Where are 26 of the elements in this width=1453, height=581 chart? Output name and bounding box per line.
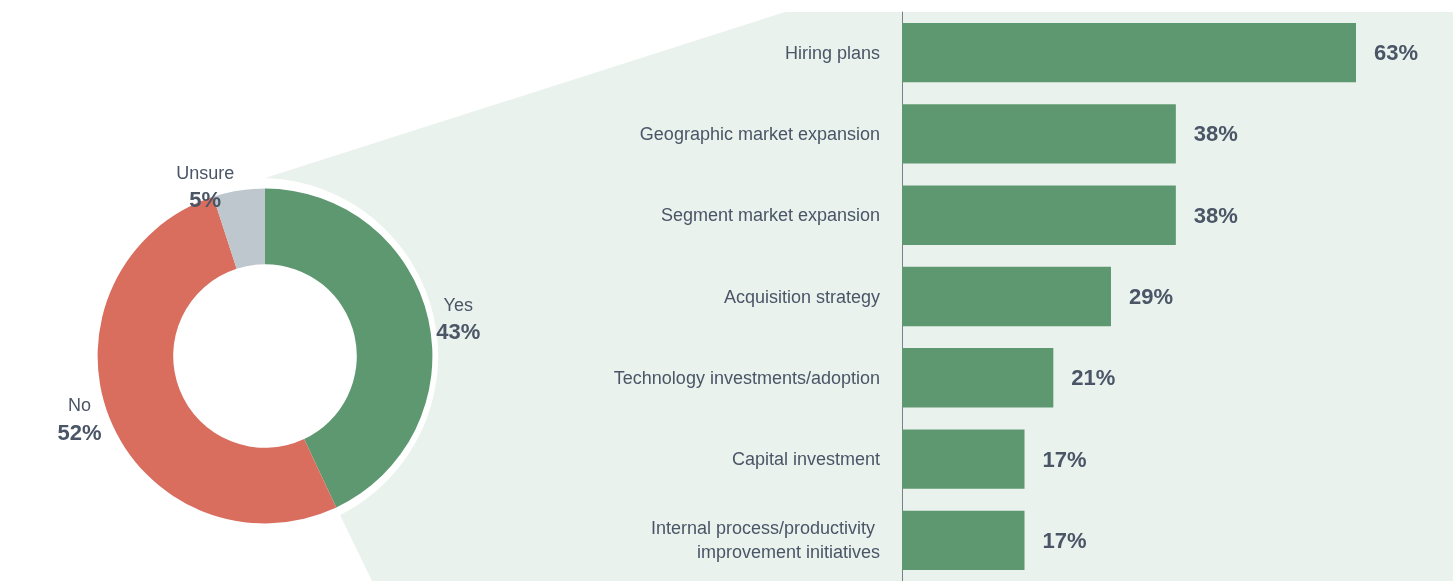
y-tick-label: Internal process/productivity improvement initiatives (650, 518, 880, 563)
bar (902, 185, 1176, 245)
data-label: 38% (1193, 121, 1238, 147)
data-label: 17% (1042, 527, 1087, 553)
bar (902, 104, 1176, 164)
y-tick-label: Segment market expansion (660, 205, 880, 226)
bar (902, 266, 1111, 327)
y-tick-label: Acquisition strategy (723, 286, 880, 307)
slice-label: Unsure (176, 162, 235, 183)
bar (902, 510, 1025, 571)
slice-label: Yes (443, 294, 473, 315)
data-label: 21% (1071, 365, 1116, 391)
slice-label: No (68, 395, 92, 416)
y-tick-label: Hiring plans (784, 42, 880, 63)
data-label: 52% (57, 419, 102, 445)
data-label: 63% (1374, 40, 1419, 66)
data-label: 43% (436, 319, 481, 345)
y-tick-label: Capital investment (731, 449, 880, 470)
bar (902, 22, 1356, 83)
bar (902, 429, 1025, 489)
y-tick-label: Geographic market expansion (639, 123, 880, 144)
data-label: 38% (1193, 202, 1238, 228)
bar (902, 348, 1054, 408)
data-label: 29% (1128, 284, 1174, 309)
data-label: 17% (1042, 446, 1087, 472)
y-tick-label: Technology investments/adoption (613, 367, 880, 388)
